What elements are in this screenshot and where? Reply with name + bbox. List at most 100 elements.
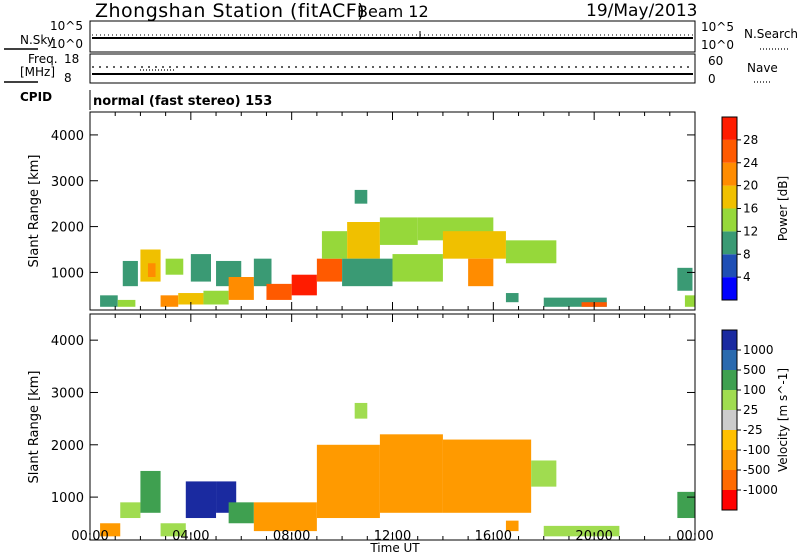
colorbar-tick-label: 8 <box>743 247 751 261</box>
colorbar-label: Power [dB] <box>776 176 790 241</box>
colorbar-tick-label: -500 <box>743 463 770 477</box>
y-tick-label: 1000 <box>51 266 84 281</box>
x-tick-label: 08:00 <box>273 529 310 544</box>
freq-tick-bottom: 8 <box>64 71 72 85</box>
scatter-patch <box>140 470 161 513</box>
scatter-patch <box>442 231 506 259</box>
colorbar-tick-label: 24 <box>743 156 758 170</box>
colorbar-tick-label: 20 <box>743 179 758 193</box>
colorbar-tick-label: 25 <box>743 403 758 417</box>
panel-power: 1000 2000 3000 4000 Slant Range [km] 28 24 20 16… <box>27 111 790 311</box>
scatter-patch <box>531 460 557 487</box>
colorbar-segment <box>722 370 737 390</box>
scatter-patch <box>505 240 557 264</box>
colorbar-tick-label: 500 <box>743 363 766 377</box>
scatter-patch <box>147 263 156 277</box>
colorbar-frame <box>721 329 738 511</box>
colorbar-label: Velocity [m s^-1] <box>776 368 790 472</box>
scatter-patch <box>203 290 229 305</box>
y-tick-label: 2000 <box>51 439 84 454</box>
colorbar-segment <box>722 117 737 140</box>
colorbar-tick-label: -25 <box>743 423 763 437</box>
y-tick-label: 3000 <box>51 386 84 401</box>
scatter-patch <box>316 258 343 282</box>
freq-panel <box>89 53 696 84</box>
scatter-patch <box>160 523 186 537</box>
colorbar-tick-label: 100 <box>743 383 766 397</box>
nsearch-label: N.Search <box>744 27 798 41</box>
colorbar-segment <box>722 390 737 410</box>
scatter-patch <box>165 258 184 275</box>
nave-label: Nave <box>747 61 778 75</box>
colorbar-segment <box>722 162 737 186</box>
colorbar-segment <box>722 490 737 510</box>
nsky-panel <box>89 20 696 53</box>
scatter-patch <box>291 274 317 296</box>
colorbar-tick-label: 1000 <box>743 343 774 357</box>
x-axis-label: Time UT <box>369 541 420 554</box>
scatter-patch <box>442 439 532 513</box>
scatter-patch <box>677 267 693 291</box>
colorbar-tick-label: -1000 <box>743 483 778 497</box>
freq-label: Freq. <box>28 52 58 66</box>
nave-tick-top: 60 <box>708 54 723 68</box>
scatter-patch <box>347 222 380 259</box>
colorbar-tick-label: 4 <box>743 270 751 284</box>
scatter-patch <box>392 254 443 282</box>
scatter-patch <box>190 254 211 282</box>
beam-label: Beam 12 <box>357 2 429 21</box>
scatter-patch <box>253 502 317 532</box>
colorbar-segment <box>722 254 737 278</box>
scatter-patch <box>228 502 254 524</box>
colorbar-tick-label: -100 <box>743 443 770 457</box>
freq-unit: [MHz] <box>20 65 55 79</box>
y-tick-label: 2000 <box>51 221 84 236</box>
x-tick-label: 12:00 <box>374 529 411 544</box>
colorbar-tick-label: 16 <box>743 202 758 216</box>
scatter-patch <box>354 189 368 204</box>
colorbar-segment <box>722 139 737 163</box>
x-tick-label: 16:00 <box>475 529 512 544</box>
scatter-patch <box>266 283 292 300</box>
freq-tick-top: 18 <box>64 52 79 66</box>
scatter-patch <box>321 231 348 259</box>
scatter-patch <box>228 277 254 300</box>
scatter-patch <box>342 258 393 287</box>
y-tick-label: 1000 <box>51 491 84 506</box>
nsky-tick-bottom: 10^0 <box>50 37 83 51</box>
x-tick-label: 20:00 <box>575 529 612 544</box>
colorbar-segment <box>722 410 737 430</box>
scatter-patch <box>354 402 368 419</box>
colorbar-segment <box>722 208 737 232</box>
x-tick-label: 04:00 <box>172 529 209 544</box>
scatter-patch <box>117 299 136 307</box>
colorbar-tick-label: 28 <box>743 133 758 147</box>
scatter-patch <box>100 523 121 537</box>
scatter-patch <box>122 260 138 287</box>
x-tick-label: 00:00 <box>676 529 713 544</box>
nsky-label: N.Sky <box>20 33 54 47</box>
cpid-text: normal (fast stereo) 153 <box>93 94 272 109</box>
y-tick-label: 4000 <box>51 334 84 349</box>
scatter-patch <box>120 502 141 519</box>
colorbar-segment <box>722 470 737 490</box>
scatter-patch <box>543 297 607 307</box>
scatter-patch <box>505 293 519 303</box>
y-axis-label: Slant Range [km] <box>27 155 42 268</box>
y-tick-label: 3000 <box>51 175 84 190</box>
scatter-patch <box>316 444 380 519</box>
scatter-patch <box>379 434 443 513</box>
nsky-tick-top: 10^5 <box>50 19 83 33</box>
scatter-patch <box>677 491 695 519</box>
colorbar-segment <box>722 277 737 300</box>
scatter-patch <box>505 520 519 532</box>
panel-velocity: 1000 2000 3000 4000 Slant Range [km] 1000 500 1… <box>27 313 790 541</box>
cpid-label: CPID <box>20 90 52 104</box>
y-tick-label: 4000 <box>51 129 84 144</box>
colorbar-tick-label: 12 <box>743 224 758 238</box>
scatter-patch <box>684 295 695 307</box>
colorbar-segment <box>722 450 737 470</box>
scatter-patch <box>543 525 620 537</box>
scatter-patch <box>379 217 418 245</box>
